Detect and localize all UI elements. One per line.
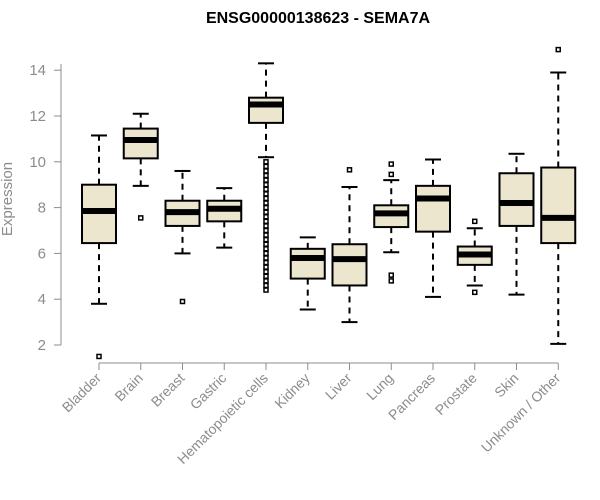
outlier-point	[346, 167, 353, 173]
x-tick-label: Bladder	[59, 370, 105, 416]
box	[289, 247, 326, 280]
box-group	[164, 169, 201, 305]
outlier-point	[263, 209, 269, 215]
box	[498, 172, 535, 227]
outlier-point	[388, 171, 394, 178]
box-group	[81, 134, 117, 360]
outlier-point	[263, 282, 269, 289]
outlier-point	[263, 223, 269, 229]
box-group	[206, 187, 243, 249]
outlier-point	[472, 218, 478, 225]
box	[122, 127, 159, 160]
y-axis-label: Expression	[0, 162, 16, 236]
y-tick-label: 10	[29, 154, 46, 171]
x-tick-label: Lung	[363, 370, 396, 403]
outlier-point	[263, 264, 269, 270]
outlier-point	[263, 246, 269, 252]
x-tick-label: Skin	[491, 370, 522, 401]
y-tick-label: 2	[38, 337, 46, 354]
outlier-point	[179, 298, 186, 305]
outlier-point	[138, 215, 144, 221]
outlier-point	[263, 214, 269, 220]
x-tick-label: Unknown / Other	[478, 370, 564, 456]
box	[540, 166, 577, 245]
outlier-point	[263, 250, 269, 257]
box	[415, 184, 451, 233]
outlier-point	[263, 278, 269, 284]
x-tick-label: Brain	[111, 370, 145, 404]
box-group	[122, 112, 159, 221]
y-tick-label: 4	[38, 291, 46, 308]
box-group	[498, 152, 535, 296]
y-tick-label: 12	[29, 108, 46, 125]
y-axis-ticks: 2 4 6 8 10 12 14	[29, 62, 61, 354]
outlier-point	[263, 204, 269, 211]
outlier-point	[263, 186, 269, 193]
box-series	[81, 46, 577, 360]
y-tick-label: 8	[38, 200, 46, 217]
y-tick-label: 6	[38, 245, 46, 262]
outlier-point	[263, 287, 269, 293]
outlier-point	[263, 177, 269, 183]
box-group	[289, 236, 326, 311]
outlier-point	[555, 46, 561, 53]
outlier-point	[263, 218, 269, 225]
x-tick-label: Prostate	[432, 370, 480, 418]
y-tick-label: 14	[29, 62, 46, 79]
outlier-point	[263, 200, 269, 206]
box-group	[248, 62, 284, 293]
x-tick-label: Breast	[148, 370, 188, 410]
x-tick-label: Liver	[322, 370, 355, 403]
outlier-point	[96, 353, 102, 360]
outlier-point	[263, 195, 269, 202]
box-group	[331, 167, 368, 324]
outlier-point	[263, 268, 269, 275]
outlier-point	[472, 289, 478, 296]
outlier-point	[263, 168, 269, 174]
outlier-point	[388, 272, 394, 278]
box	[331, 243, 368, 287]
outlier-point	[263, 232, 269, 238]
outlier-point	[263, 273, 269, 280]
box-group	[415, 158, 451, 298]
x-tick-label: Kidney	[271, 370, 313, 412]
outlier-point	[263, 159, 269, 165]
box-group	[456, 218, 493, 296]
outlier-point	[388, 161, 394, 167]
outlier-point	[263, 241, 269, 247]
box-group	[540, 46, 577, 345]
outlier-point	[263, 227, 269, 234]
outlier-point	[263, 255, 269, 261]
outlier-point	[263, 236, 269, 243]
outlier-point	[388, 278, 394, 284]
outlier-point	[263, 191, 269, 197]
outlier-point	[263, 172, 269, 179]
outlier-point	[263, 259, 269, 266]
box	[248, 96, 284, 124]
outlier-point	[263, 181, 269, 188]
chart-title: ENSG00000138623 - SEMA7A	[206, 10, 431, 27]
box-group	[373, 161, 410, 284]
outlier-point	[263, 163, 269, 170]
